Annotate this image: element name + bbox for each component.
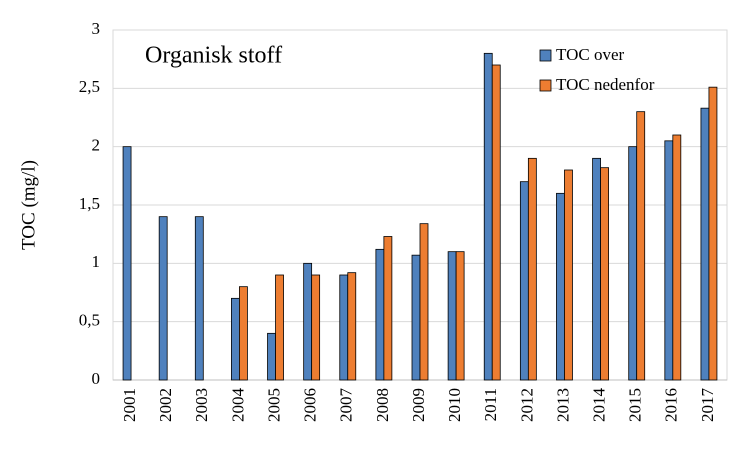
- x-tick-label: 2007: [337, 388, 356, 423]
- bar: [231, 297, 240, 381]
- legend-swatch: [539, 49, 552, 62]
- bar: [491, 64, 501, 381]
- bar: [708, 86, 718, 381]
- y-tick-label: 1,5: [79, 194, 100, 213]
- bar: [447, 251, 457, 381]
- y-tick-label: 0: [92, 369, 101, 388]
- y-tick-label: 2: [92, 136, 101, 155]
- bar: [303, 262, 313, 381]
- x-tick-label: 2005: [264, 388, 283, 422]
- y-tick-label: 2,5: [79, 77, 100, 96]
- bar: [375, 248, 385, 381]
- bar: [556, 192, 565, 381]
- bar: [527, 157, 537, 381]
- x-tick-label: 2006: [301, 388, 320, 422]
- bar: [239, 286, 248, 381]
- x-tick-label: 2008: [373, 388, 392, 422]
- legend-label: TOC over: [556, 45, 624, 64]
- bar: [455, 251, 465, 381]
- x-tick-label: 2001: [120, 388, 139, 422]
- x-tick-label: 2017: [698, 388, 717, 423]
- bar: [311, 274, 321, 381]
- legend-swatch: [539, 79, 552, 92]
- bar: [483, 52, 493, 381]
- bar: [347, 272, 357, 381]
- y-tick-label: 1: [92, 252, 101, 271]
- y-tick-label: 0,5: [79, 311, 100, 330]
- bar: [700, 107, 710, 381]
- x-tick-label: 2014: [589, 388, 608, 423]
- x-tick-label: 2009: [409, 388, 428, 422]
- bar: [411, 254, 421, 381]
- x-tick-label: 2015: [626, 388, 645, 422]
- legend-label: TOC nedenfor: [556, 75, 655, 94]
- bar: [672, 134, 682, 381]
- bar: [122, 146, 132, 381]
- y-axis-label: TOC (mg/l): [18, 160, 39, 250]
- chart-title: Organisk stoff: [145, 43, 282, 69]
- x-tick-label: 2002: [156, 388, 175, 422]
- bar: [600, 167, 609, 381]
- bar: [383, 236, 393, 381]
- x-tick-label: 2010: [445, 388, 464, 422]
- bar: [592, 157, 601, 381]
- y-tick-label: 3: [92, 19, 101, 38]
- x-tick-label: 2013: [553, 388, 572, 422]
- bar: [564, 169, 573, 381]
- x-tick-label: 2004: [228, 388, 247, 423]
- bar: [519, 181, 529, 381]
- bar: [664, 140, 674, 381]
- bar: [158, 216, 168, 381]
- bar: [275, 274, 284, 381]
- bar: [636, 111, 646, 381]
- bar: [267, 332, 276, 381]
- x-tick-label: 2016: [662, 388, 681, 422]
- x-tick-label: 2003: [192, 388, 211, 422]
- bar: [194, 216, 204, 381]
- bar: [628, 146, 638, 381]
- bar: [419, 223, 429, 381]
- x-tick-label: 2011: [481, 388, 500, 421]
- bar: [339, 274, 349, 381]
- x-tick-label: 2012: [517, 388, 536, 422]
